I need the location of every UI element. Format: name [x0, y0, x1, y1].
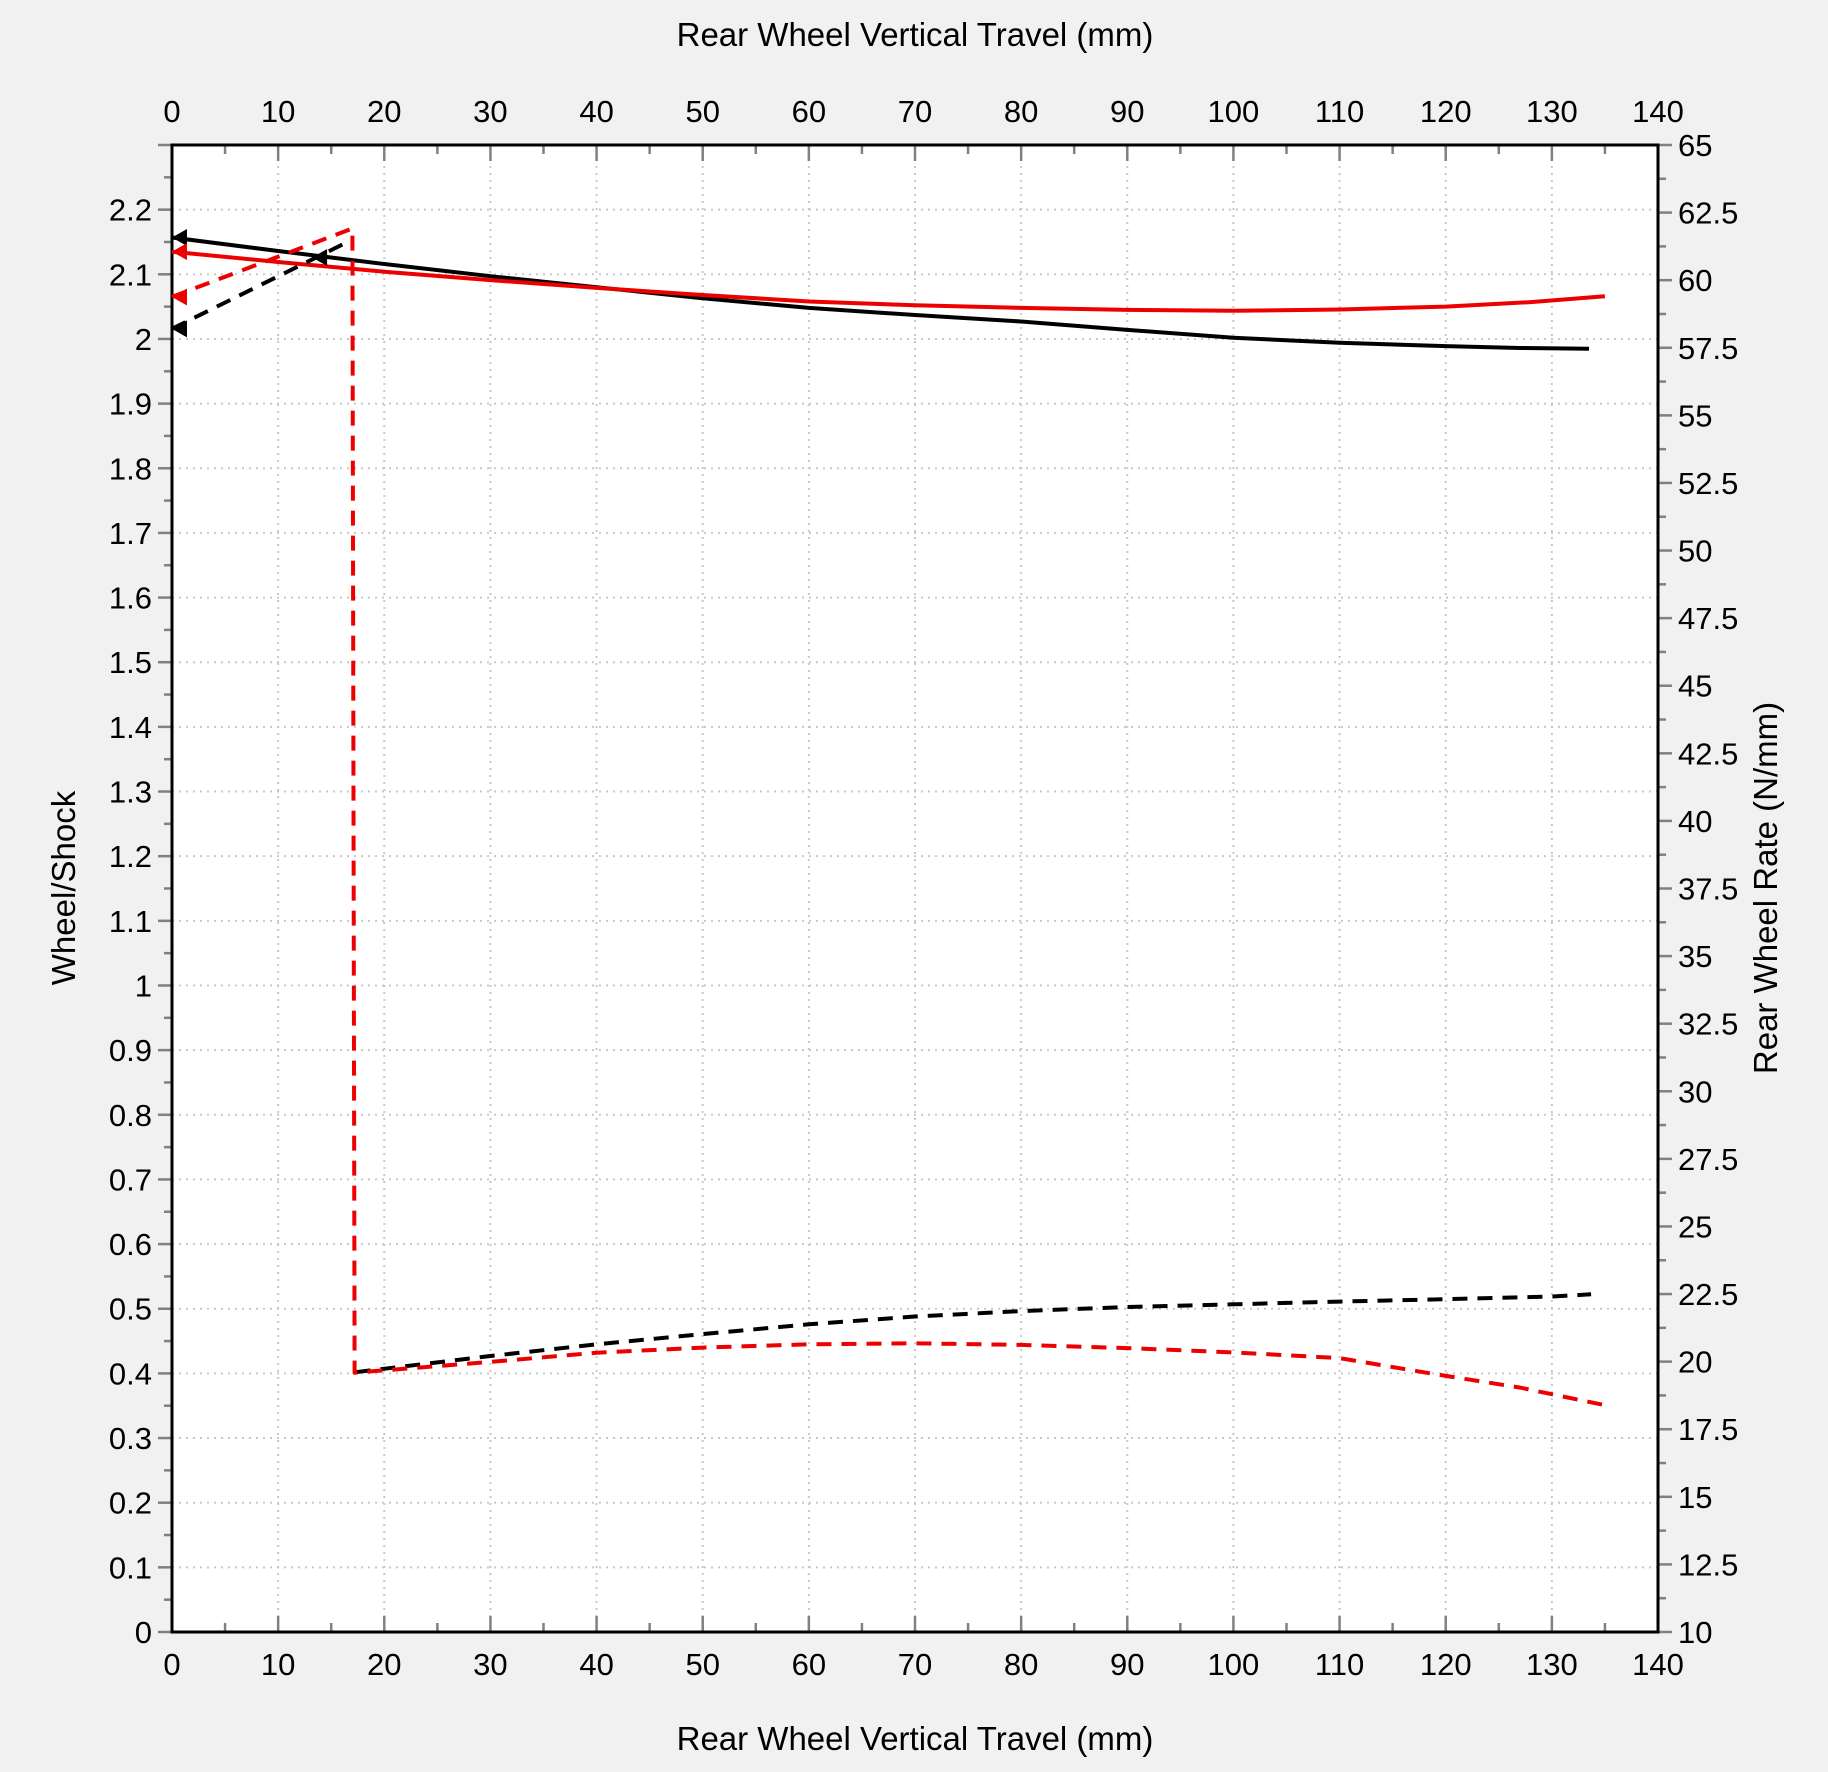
x-tick-label-top: 60	[792, 94, 826, 129]
arrow-rate-black	[172, 320, 187, 338]
x-tick-label-bottom: 130	[1526, 1647, 1578, 1682]
series-leverage-ratio-black	[171, 235, 1590, 351]
y-tick-label-left: 1.2	[109, 839, 152, 874]
y-tick-label-right: 37.5	[1678, 872, 1738, 907]
x-tick-label-top: 140	[1632, 94, 1684, 129]
y-tick-label-left: 2.2	[109, 193, 152, 228]
x-tick-label-top: 110	[1315, 94, 1364, 129]
y-tick-label-left: 0.9	[109, 1033, 152, 1068]
x-tick-label-bottom: 40	[579, 1647, 613, 1682]
y-tick-label-right: 22.5	[1678, 1277, 1738, 1312]
x-tick-label-bottom: 100	[1208, 1647, 1260, 1682]
y-tick-label-right: 30	[1678, 1074, 1712, 1109]
x-tick-label-top: 80	[1004, 94, 1038, 129]
x-tick-label-top: 130	[1526, 94, 1578, 129]
y-tick-label-right: 52.5	[1678, 466, 1738, 501]
x-tick-label-top: 70	[898, 94, 932, 129]
arrow-leverage-red	[172, 243, 187, 261]
y-tick-label-left: 1.3	[109, 775, 152, 810]
x-tick-label-top: 30	[473, 94, 507, 129]
x-tick-label-bottom: 70	[898, 1647, 932, 1682]
y-tick-label-left: 1.5	[109, 645, 152, 680]
x-tick-label-top: 100	[1208, 94, 1260, 129]
y-tick-label-left: 0.3	[109, 1421, 152, 1456]
y-tick-label-right: 20	[1678, 1345, 1712, 1380]
y-tick-label-left: 1.7	[109, 516, 152, 551]
y-tick-label-right: 57.5	[1678, 331, 1738, 366]
y-tick-label-right: 25	[1678, 1209, 1712, 1244]
y-tick-label-right: 55	[1678, 398, 1712, 433]
x-tick-label-bottom: 90	[1110, 1647, 1144, 1682]
arrow-leverage-black	[172, 228, 187, 246]
y-tick-label-right: 50	[1678, 534, 1712, 569]
x-tick-label-top: 10	[261, 94, 295, 129]
y-tick-label-right: 60	[1678, 263, 1712, 298]
series-wheel-rate-black-initial	[171, 237, 354, 331]
y-tick-label-right: 62.5	[1678, 196, 1738, 231]
y-tick-label-right: 35	[1678, 939, 1712, 974]
x-tick-label-bottom: 10	[261, 1647, 295, 1682]
y-tick-label-left: 1.9	[109, 387, 152, 422]
y-tick-label-right: 27.5	[1678, 1142, 1738, 1177]
arrow-rate-red	[172, 288, 187, 306]
x-tick-label-top: 20	[367, 94, 401, 129]
bottom-axis-title: Rear Wheel Vertical Travel (mm)	[676, 1720, 1154, 1757]
y-tick-label-left: 1.4	[109, 710, 152, 745]
y-tick-label-right: 17.5	[1678, 1412, 1738, 1447]
y-tick-label-left: 0.6	[109, 1227, 152, 1262]
y-tick-label-right: 32.5	[1678, 1007, 1738, 1042]
y-tick-label-right: 45	[1678, 669, 1712, 704]
y-tick-label-right: 42.5	[1678, 736, 1738, 771]
y-tick-label-right: 47.5	[1678, 601, 1738, 636]
y-tick-label-left: 0.1	[109, 1550, 152, 1585]
y-tick-label-right: 15	[1678, 1480, 1712, 1515]
x-tick-label-bottom: 0	[163, 1647, 180, 1682]
x-tick-label-bottom: 30	[473, 1647, 507, 1682]
y-tick-label-left: 0.8	[109, 1098, 152, 1133]
x-tick-label-bottom: 140	[1632, 1647, 1684, 1682]
y-tick-label-right: 12.5	[1678, 1547, 1738, 1582]
x-tick-label-top: 120	[1420, 94, 1472, 129]
x-tick-label-bottom: 20	[367, 1647, 401, 1682]
x-tick-label-bottom: 110	[1315, 1647, 1364, 1682]
y-tick-label-right: 40	[1678, 804, 1712, 839]
y-tick-label-left: 2.1	[109, 257, 152, 292]
y-tick-label-left: 0.2	[109, 1486, 152, 1521]
series-wheel-rate-red	[171, 226, 1606, 1408]
top-axis-title: Rear Wheel Vertical Travel (mm)	[676, 16, 1154, 53]
y-tick-label-left: 0.4	[109, 1356, 152, 1391]
series-leverage-ratio-red	[171, 249, 1606, 313]
y-tick-label-left: 2	[135, 322, 152, 357]
x-tick-label-bottom: 120	[1420, 1647, 1472, 1682]
plot-frame	[170, 143, 1660, 1634]
x-tick-label-top: 90	[1110, 94, 1144, 129]
y-tick-label-right: 10	[1678, 1615, 1712, 1650]
y-tick-label-left: 0.7	[109, 1162, 152, 1197]
arrow-mid-black	[312, 248, 328, 266]
x-tick-label-bottom: 60	[792, 1647, 826, 1682]
y-tick-label-left: 1.1	[109, 904, 152, 939]
x-tick-label-bottom: 80	[1004, 1647, 1038, 1682]
y-tick-label-left: 1	[135, 968, 152, 1003]
x-tick-label-top: 0	[163, 94, 180, 129]
y-tick-label-left: 0	[135, 1615, 152, 1650]
x-tick-label-bottom: 50	[685, 1647, 719, 1682]
x-tick-label-top: 50	[685, 94, 719, 129]
y-tick-label-left: 1.8	[109, 451, 152, 486]
y-tick-label-left: 0.5	[109, 1292, 152, 1327]
y-tick-label-right: 65	[1678, 128, 1712, 163]
y-tick-label-left: 1.6	[109, 581, 152, 616]
x-tick-label-top: 40	[579, 94, 613, 129]
